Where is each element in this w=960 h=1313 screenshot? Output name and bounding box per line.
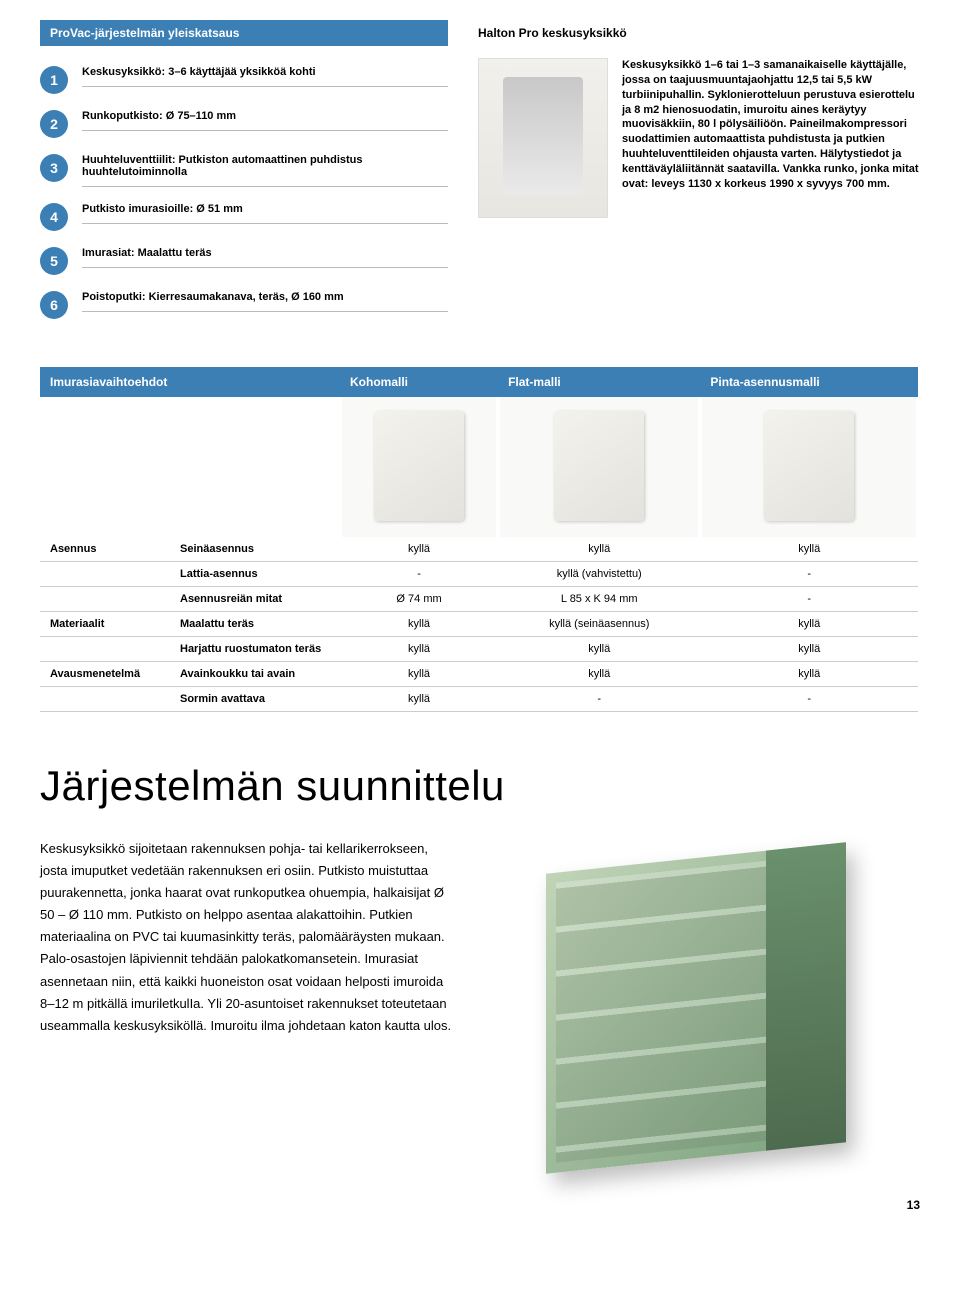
cell: kyllä [340,637,498,662]
row-group [40,562,170,587]
cell: kyllä [340,537,498,562]
spec-text: Runkoputkisto: Ø 75–110 mm [82,110,448,131]
spec-row: 5 Imurasiat: Maalattu teräs [40,239,448,283]
spec-number: 1 [40,66,68,94]
cell: - [498,687,700,712]
product-image [554,411,644,521]
table-image-row [40,397,918,537]
spec-number: 3 [40,154,68,182]
row-group: Asennus [40,537,170,562]
table-row: Avausmenetelmä Avainkoukku tai avain kyl… [40,662,918,687]
spec-row: 4 Putkisto imurasioille: Ø 51 mm [40,195,448,239]
cell: - [340,562,498,587]
table-row: Harjattu ruostumaton teräs kyllä kyllä k… [40,637,918,662]
row-sub: Seinäasennus [170,537,340,562]
row-group: Materiaalit [40,612,170,637]
row-group [40,687,170,712]
cell: kyllä [340,662,498,687]
table-row: Lattia-asennus - kyllä (vahvistettu) - [40,562,918,587]
design-body: Keskusyksikkö sijoitetaan rakennuksen po… [40,838,456,1037]
options-table: Imurasiavaihtoehdot Kohomalli Flat-malli… [40,367,920,712]
product-image [374,411,464,521]
table-header: Flat-malli [498,367,700,397]
spec-row: 6 Poistoputki: Kierresaumakanava, teräs,… [40,283,448,327]
row-sub: Maalattu teräs [170,612,340,637]
spec-number: 6 [40,291,68,319]
row-group [40,587,170,612]
table-row: Sormin avattava kyllä - - [40,687,918,712]
table-row: Asennusreiän mitat Ø 74 mm L 85 x K 94 m… [40,587,918,612]
cell: kyllä [498,662,700,687]
cell: L 85 x K 94 mm [498,587,700,612]
spec-number: 4 [40,203,68,231]
unit-description: Keskusyksikkö 1–6 tai 1–3 samanaikaisell… [622,58,920,192]
cell: kyllä (vahvistettu) [498,562,700,587]
cell: kyllä [700,537,918,562]
table-row: Asennus Seinäasennus kyllä kyllä kyllä [40,537,918,562]
row-group: Avausmenetelmä [40,662,170,687]
row-sub: Lattia-asennus [170,562,340,587]
spec-list: 1 Keskusyksikkö: 3–6 käyttäjää yksikköä … [40,58,448,327]
section-title: Järjestelmän suunnittelu [40,762,920,810]
cell: kyllä [498,637,700,662]
cell: kyllä [340,612,498,637]
spec-text: Putkisto imurasioille: Ø 51 mm [82,203,448,224]
spec-text: Keskusyksikkö: 3–6 käyttäjää yksikköä ko… [82,66,448,87]
spec-row: 3 Huuhteluventtiilit: Putkiston automaat… [40,146,448,195]
spec-row: 2 Runkoputkisto: Ø 75–110 mm [40,102,448,146]
row-sub: Avainkoukku tai avain [170,662,340,687]
cell: kyllä [340,687,498,712]
spec-text: Imurasiat: Maalattu teräs [82,247,448,268]
row-sub: Harjattu ruostumaton teräs [170,637,340,662]
spec-text: Huuhteluventtiilit: Putkiston automaatti… [82,154,448,187]
cell: Ø 74 mm [340,587,498,612]
cell: kyllä [700,612,918,637]
cell: kyllä [700,637,918,662]
unit-header: Halton Pro keskusyksikkö [478,20,920,46]
row-sub: Asennusreiän mitat [170,587,340,612]
cell: - [700,562,918,587]
cell: - [700,687,918,712]
overview-header: ProVac-järjestelmän yleiskatsaus [40,20,448,46]
table-header: Imurasiavaihtoehdot [40,367,340,397]
spec-number: 5 [40,247,68,275]
row-sub: Sormin avattava [170,687,340,712]
page-number: 13 [40,1198,920,1212]
row-group [40,637,170,662]
table-header: Pinta-asennusmalli [700,367,918,397]
unit-photo [478,58,608,218]
product-image [764,411,854,521]
cell: kyllä [700,662,918,687]
building-illustration [486,838,920,1178]
table-header: Kohomalli [340,367,498,397]
cell: kyllä [498,537,700,562]
spec-row: 1 Keskusyksikkö: 3–6 käyttäjää yksikköä … [40,58,448,102]
spec-number: 2 [40,110,68,138]
cell: kyllä (seinäasennus) [498,612,700,637]
cell: - [700,587,918,612]
table-row: Materiaalit Maalattu teräs kyllä kyllä (… [40,612,918,637]
spec-text: Poistoputki: Kierresaumakanava, teräs, Ø… [82,291,448,312]
